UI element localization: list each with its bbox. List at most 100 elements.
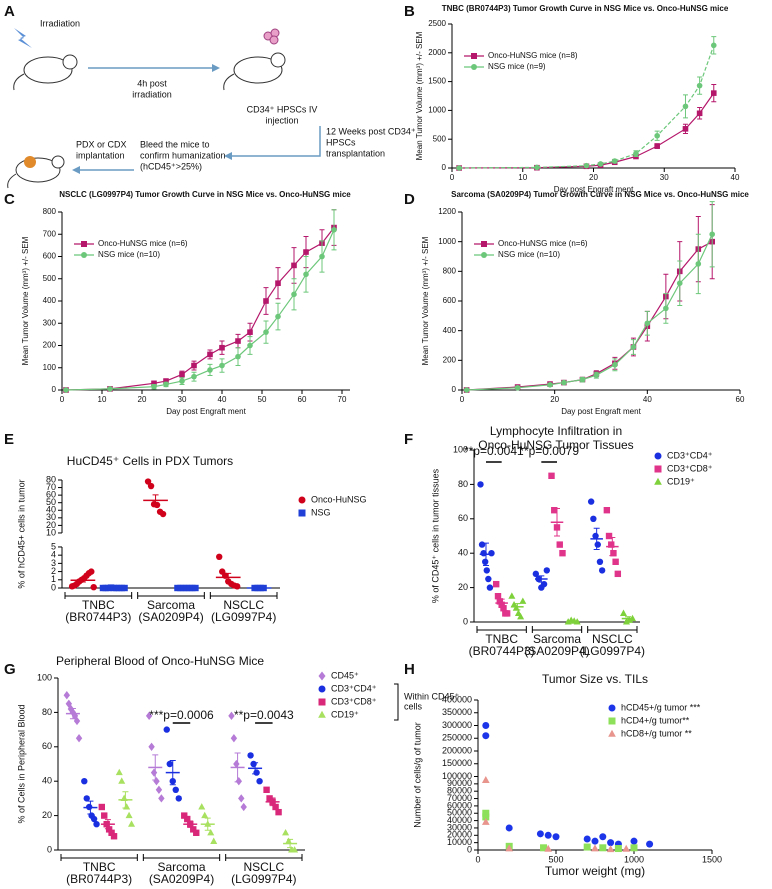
y-tick-label: 100 — [453, 444, 468, 454]
x-tick-label: (BR0744P3) — [469, 644, 535, 658]
sem-bar — [234, 752, 241, 783]
legend-marker — [608, 717, 616, 725]
point — [583, 835, 591, 843]
series-line — [65, 229, 335, 391]
point — [710, 90, 717, 96]
point — [482, 722, 490, 729]
point — [579, 376, 586, 383]
point — [505, 844, 514, 852]
y-tick-label: 1 — [51, 574, 56, 584]
sem-bar — [225, 572, 232, 582]
point — [536, 830, 544, 838]
point — [179, 371, 185, 378]
point — [590, 515, 597, 522]
point — [158, 794, 165, 803]
point — [556, 541, 563, 548]
y-tick-label: 70000 — [447, 793, 472, 803]
sem-bar — [69, 707, 76, 720]
y-tick-label: 200 — [43, 341, 57, 350]
y-tick-label: 5 — [51, 541, 56, 551]
point — [163, 378, 169, 384]
y-tick-label: 300 — [43, 318, 57, 327]
legend-marker — [298, 509, 306, 517]
panel-a: A Irradiation 4h post irradiation CD34⁺ … — [4, 3, 416, 189]
point — [191, 362, 197, 369]
diagram-text: CD34⁺ HPSCs IV — [247, 104, 318, 114]
point — [230, 734, 238, 743]
chart-title: HuCD45⁺ Cells in PDX Tumors — [67, 454, 233, 468]
point — [544, 844, 553, 852]
x-tick-label: 60 — [736, 395, 745, 404]
y-tick-label: 350000 — [442, 707, 472, 717]
point — [710, 42, 717, 49]
point — [676, 280, 683, 287]
point — [198, 803, 206, 810]
sem-bar — [554, 507, 560, 537]
point — [148, 742, 155, 751]
point — [207, 367, 213, 373]
point — [598, 567, 606, 574]
point — [696, 110, 703, 117]
legend-label: CD19⁺ — [667, 476, 695, 486]
point — [90, 815, 98, 823]
x-tick-label: NSCLC — [243, 860, 284, 874]
point — [512, 604, 520, 611]
legend-label: CD45⁺ — [331, 670, 359, 680]
category-bracket — [142, 854, 221, 861]
y-tick-label: 2 — [51, 566, 56, 576]
x-tick-label: 10 — [518, 173, 527, 182]
y-tick-label: 60 — [46, 490, 56, 500]
diagram-text: transplantation — [326, 148, 385, 158]
sem-bar — [122, 791, 129, 809]
y-tick-label: 0 — [463, 616, 468, 626]
point — [275, 280, 281, 286]
sem-bar — [287, 838, 294, 849]
y-tick-label: 300000 — [442, 720, 472, 730]
point — [561, 379, 567, 386]
point — [145, 711, 153, 720]
y-tick-label: 0 — [467, 844, 472, 854]
point — [622, 844, 631, 852]
diagram-text: irradiation — [132, 89, 172, 99]
y-tick-label: 400000 — [442, 694, 472, 704]
y-tick-label: 60000 — [447, 800, 472, 810]
point — [181, 812, 188, 819]
point — [594, 541, 601, 548]
point — [234, 583, 241, 590]
y-axis-label: Mean Tumor Volume (mm³) +/- SEM — [21, 236, 30, 365]
y-tick-label: 600 — [443, 296, 457, 305]
x-tick-label: 60 — [298, 395, 307, 404]
point — [548, 472, 555, 479]
y-tick-label: 10000 — [447, 837, 472, 847]
annotation: ***p=0.0006 — [149, 708, 214, 722]
point — [88, 568, 95, 575]
point — [483, 567, 490, 574]
point — [622, 618, 631, 625]
y-axis-label: % of Cells in Peripheral Blood — [16, 704, 26, 823]
series-line — [459, 92, 715, 169]
legend-label: NSG mice (n=10) — [498, 250, 560, 259]
point — [228, 711, 235, 720]
point — [175, 795, 182, 802]
x-tick-label: (LG0997P4) — [580, 644, 645, 658]
y-axis-label: Number of cells/g of tumor — [412, 722, 422, 828]
legend-marker — [318, 698, 326, 706]
point — [587, 498, 595, 505]
point — [263, 329, 269, 335]
point — [456, 165, 462, 171]
category-bracket — [137, 592, 205, 599]
point — [486, 584, 494, 591]
point — [644, 320, 651, 327]
y-tick-label: 2500 — [428, 19, 446, 28]
point — [482, 809, 490, 817]
point — [201, 811, 209, 819]
point — [630, 844, 638, 852]
point — [247, 342, 253, 349]
mouse-icon — [223, 52, 286, 91]
x-tick-label: 1500 — [702, 854, 722, 864]
y-tick-label: 200 — [443, 355, 457, 364]
point — [101, 812, 108, 819]
diagram-text: implantation — [76, 150, 125, 160]
legend-marker — [298, 496, 306, 504]
y-tick-label: 80000 — [447, 786, 472, 796]
